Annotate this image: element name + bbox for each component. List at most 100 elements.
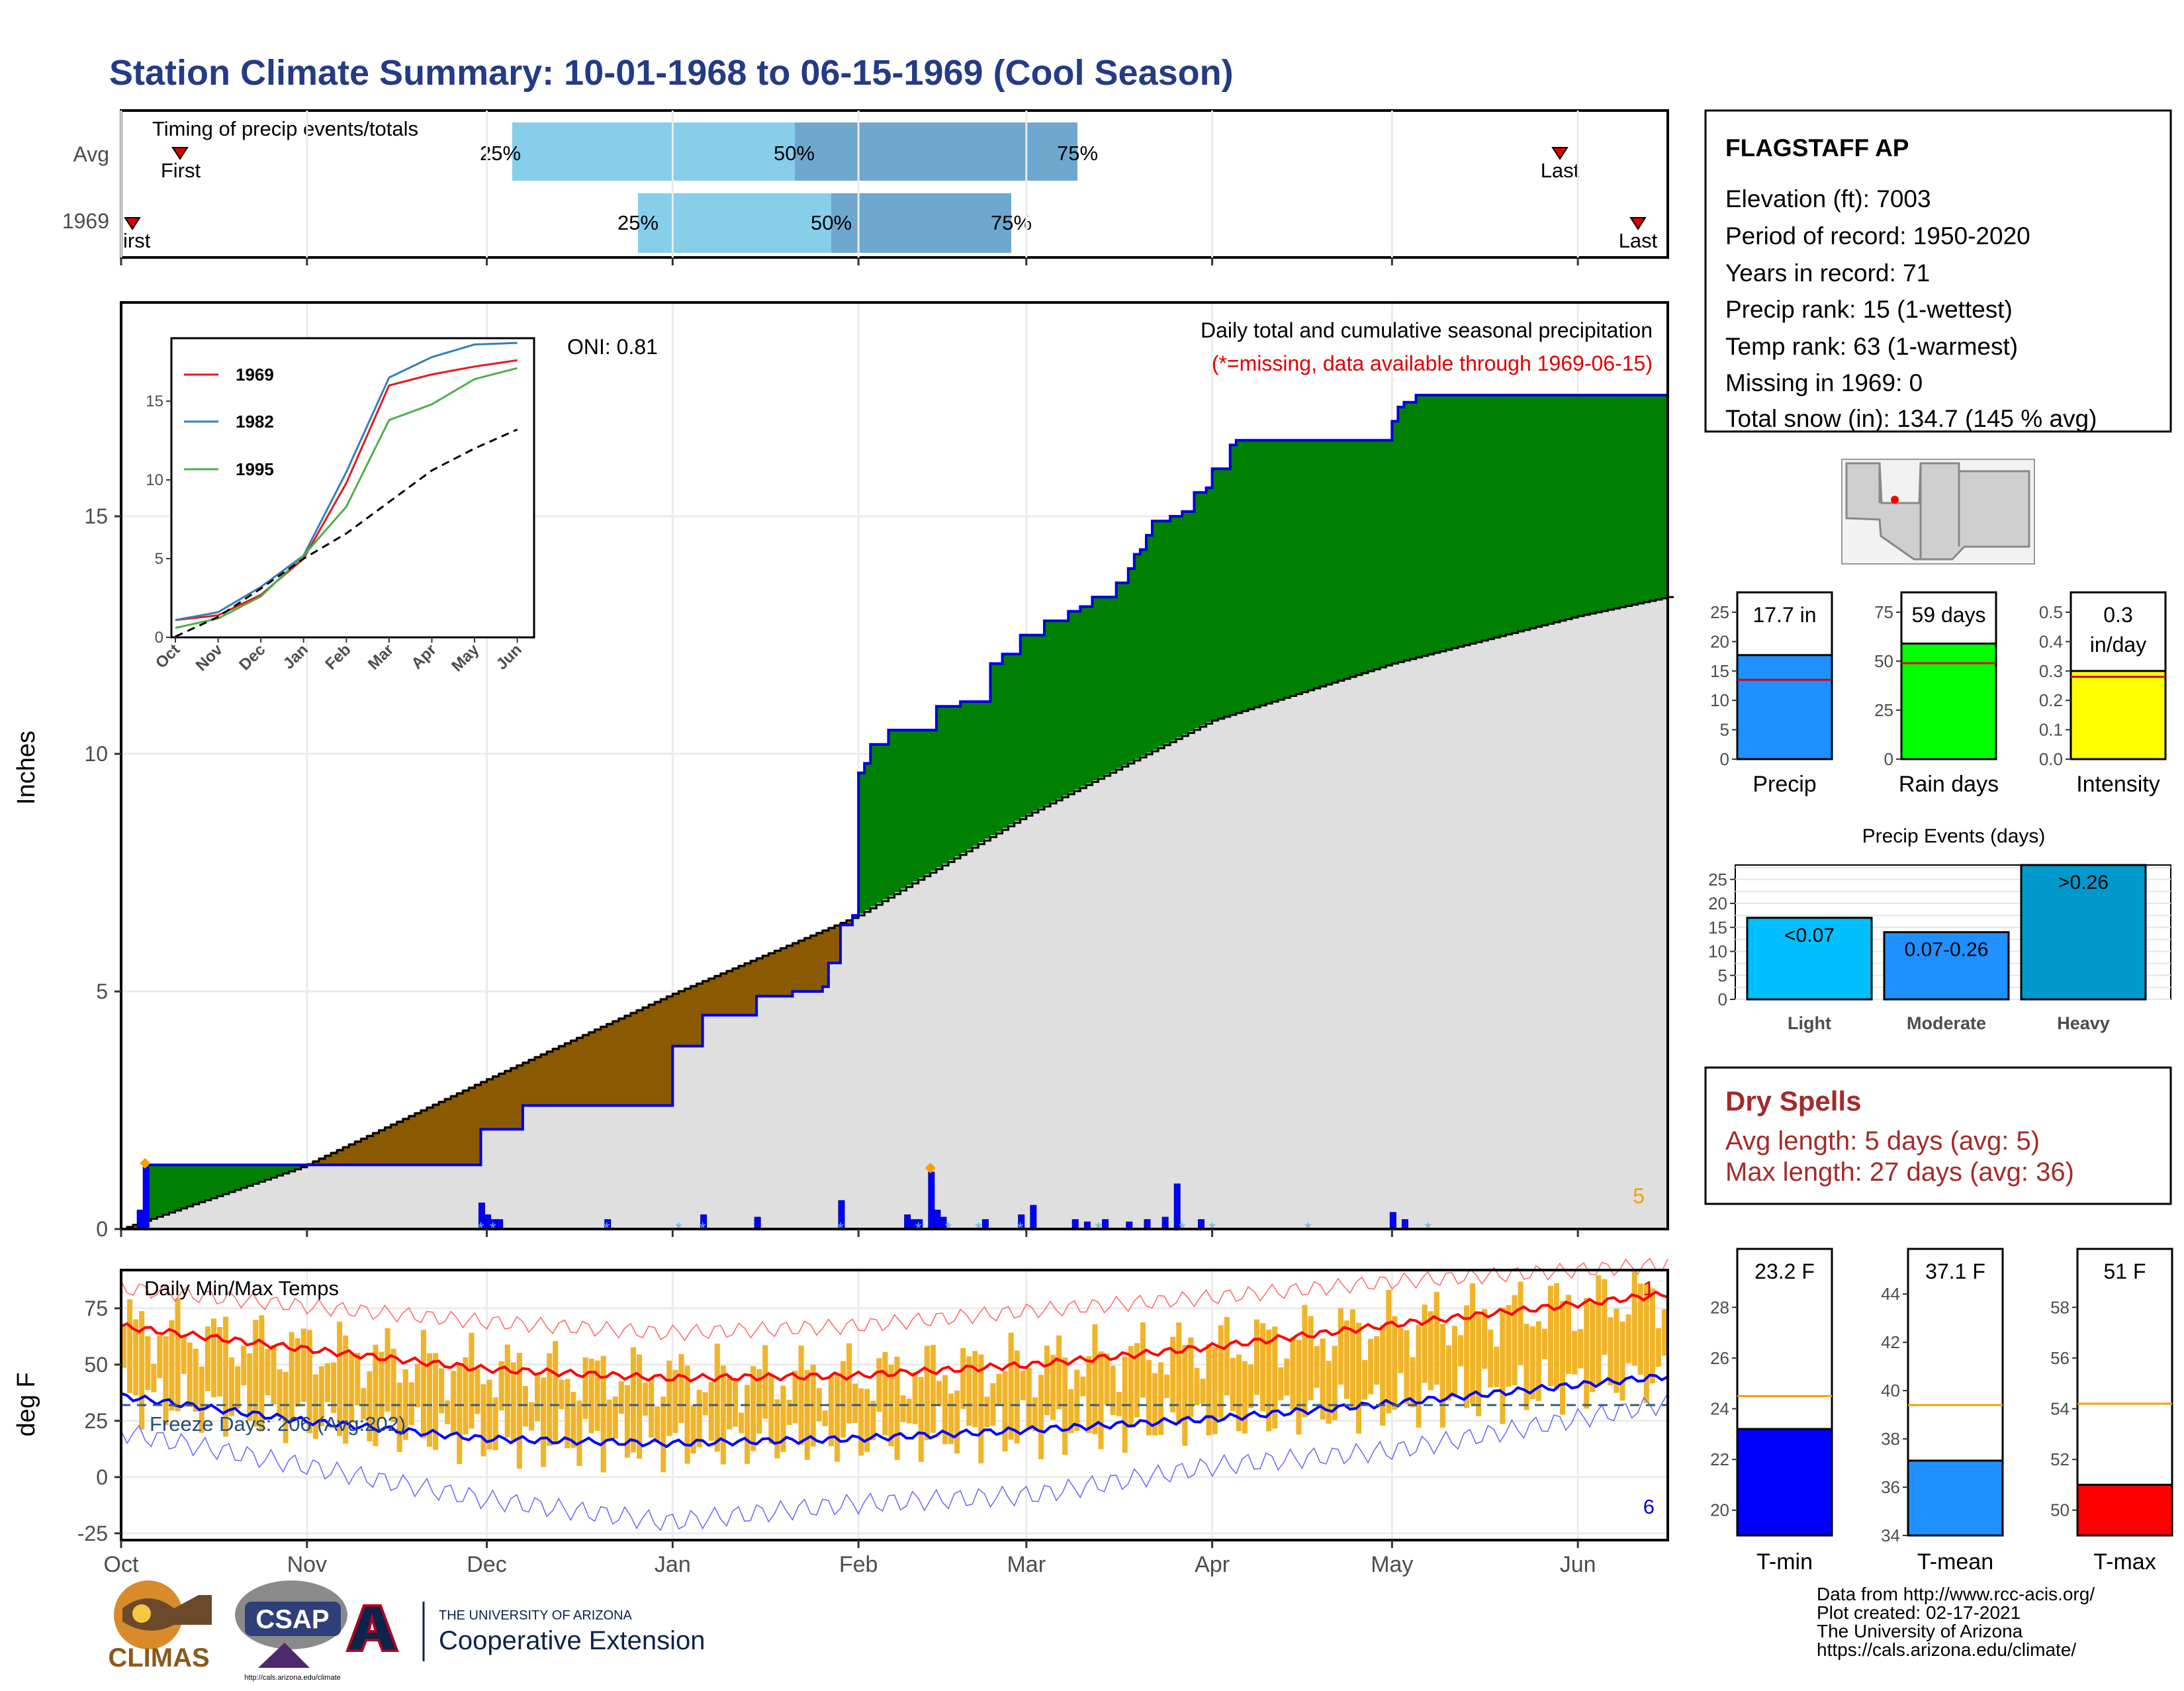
departure-segment: [361, 1137, 367, 1165]
inset-series-1995: [175, 367, 518, 629]
daily-temp-range: [1266, 1329, 1272, 1432]
daily-temp-range: [1272, 1326, 1278, 1429]
daily-temp-range: [1253, 1319, 1260, 1395]
month-label-Mar: Mar: [1007, 1552, 1046, 1577]
departure-segment: [948, 706, 955, 860]
daily-temp-range: [1380, 1325, 1386, 1426]
departure-segment: [1074, 611, 1081, 790]
daily-temp-range: [1433, 1291, 1439, 1385]
dry-spells-title: Dry Spells: [1725, 1085, 1861, 1117]
daily-temp-range: [271, 1344, 277, 1405]
departure-segment: [396, 1120, 404, 1165]
departure-segment: [924, 730, 931, 875]
daily-temp-range: [618, 1381, 624, 1414]
cumulative-1969-line: [121, 394, 1668, 1230]
daily-temp-range: [235, 1366, 241, 1409]
departure-segment: [954, 706, 961, 857]
departure-segment: [660, 997, 667, 1106]
departure-segment: [1392, 421, 1398, 663]
daily-precip-bar: [934, 1209, 941, 1230]
daily-temp-range: [768, 1375, 774, 1444]
departure-segment: [475, 1083, 482, 1165]
daily-precip-bar: [1144, 1219, 1151, 1230]
departure-segment: [498, 1072, 506, 1130]
departure-segment: [1362, 440, 1369, 672]
daily-temp-range: [1343, 1320, 1349, 1399]
departure-segment: [1541, 395, 1549, 625]
departure-segment: [1512, 395, 1519, 633]
daily-temp-range: [738, 1412, 745, 1434]
daily-temp-range: [367, 1371, 373, 1441]
daily-temp-range: [1374, 1336, 1380, 1385]
departure-segment: [1476, 395, 1482, 642]
departure-segment: [1482, 395, 1488, 640]
snow-marker: [140, 1158, 151, 1169]
daily-temp-range: [451, 1371, 457, 1434]
departure-segment: [1038, 635, 1045, 808]
departure-segment: [1170, 516, 1177, 741]
departure-segment: [1272, 440, 1279, 701]
daily-temp-range: [1524, 1324, 1529, 1410]
daily-temp-range: [1194, 1367, 1200, 1406]
temp-y-tick-label: -25: [77, 1522, 108, 1545]
daily-temp-range: [408, 1382, 414, 1426]
daily-temp-range: [504, 1344, 510, 1438]
daily-precip-bar: [496, 1219, 504, 1230]
temp-bottom-count: 6: [1643, 1495, 1655, 1518]
daily-temp-range: [1038, 1375, 1044, 1459]
daily-temp-range: [1578, 1329, 1584, 1369]
departure-segment: [516, 1064, 523, 1130]
year-last-marker: [1629, 217, 1647, 230]
daily-temp-range: [954, 1391, 960, 1454]
daily-temp-range: [1218, 1325, 1224, 1418]
departure-segment: [390, 1123, 398, 1165]
daily-temp-range: [1386, 1289, 1392, 1414]
rain_days-tick-label: 50: [1874, 651, 1893, 671]
daily-temp-range: [1248, 1364, 1253, 1408]
departure-segment: [780, 946, 788, 997]
departure-segment: [606, 1023, 614, 1106]
daily-temp-range: [553, 1341, 559, 1445]
daily-temp-range: [1080, 1376, 1086, 1396]
intensity-name: Intensity: [2076, 772, 2160, 797]
departure-segment: [1422, 395, 1429, 655]
avg-q2-bar: [795, 122, 1077, 181]
daily-temp-range: [163, 1336, 169, 1426]
daily-temp-range: [181, 1336, 187, 1374]
daily-temp-range: [1655, 1328, 1661, 1367]
departure-segment: [199, 1165, 206, 1201]
daily-temp-range: [846, 1343, 852, 1424]
tmin-tick-label: 24: [1710, 1399, 1729, 1419]
climas-wordmark: CLIMAS: [108, 1643, 209, 1672]
avg-q1-bar: [512, 122, 795, 181]
departure-segment: [882, 744, 889, 899]
departure-segment: [846, 919, 853, 925]
departure-segment: [570, 1039, 578, 1106]
station-line-3: Years in record: 71: [1725, 259, 1930, 287]
dry-spells-box: Dry Spells Avg length: 5 days (avg: 5) M…: [1704, 1066, 2172, 1205]
daily-temp-range: [1086, 1356, 1092, 1434]
departure-segment: [1302, 440, 1309, 692]
departure-segment: [1008, 654, 1015, 825]
main-corner-count: 5: [1633, 1184, 1645, 1208]
month-axis: Oct Nov Dec Jan Feb Mar Apr May Jun: [104, 257, 1596, 1577]
departure-segment: [864, 763, 871, 911]
departure-segment: [942, 706, 949, 864]
tmean-tick-label: 36: [1881, 1477, 1900, 1497]
departure-segment: [732, 967, 739, 1015]
inset-series-1969: [175, 359, 518, 621]
departure-segment: [324, 1154, 332, 1165]
departure-segment: [1488, 395, 1494, 639]
departure-segment: [451, 1095, 457, 1165]
departure-segment: [690, 985, 698, 1046]
daily-temp-range: [1116, 1392, 1122, 1416]
daily-temp-range: [1164, 1374, 1170, 1398]
location-map: [1841, 459, 2035, 565]
daily-temp-range: [684, 1365, 690, 1464]
tmean-tick-label: 42: [1881, 1332, 1900, 1352]
departure-segment: [637, 1009, 643, 1106]
inset-series-1982: [175, 342, 518, 621]
departure-segment: [996, 663, 1003, 832]
tmax-bar: [2076, 1483, 2173, 1537]
daily-temp-range: [1326, 1361, 1332, 1424]
